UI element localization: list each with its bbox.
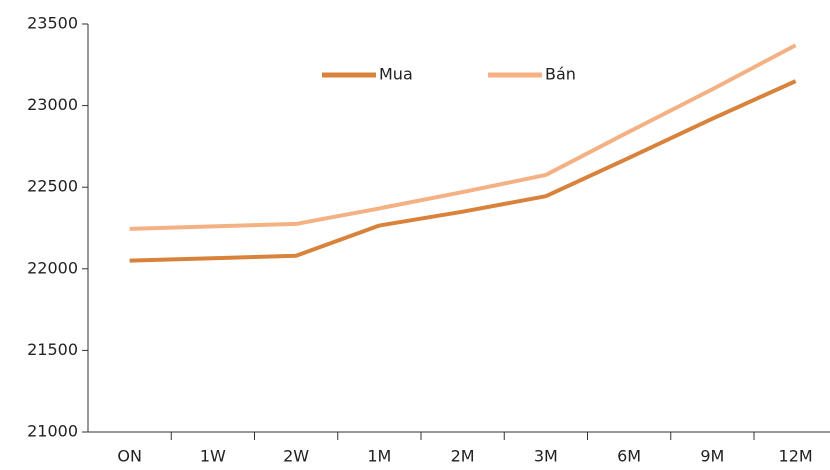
x-tick-label: ON [117, 447, 142, 466]
x-tick-label: 3M [534, 447, 558, 466]
y-tick-label: 23500 [27, 14, 78, 33]
x-tick-label: 2W [283, 447, 309, 466]
y-tick-label: 22500 [27, 177, 78, 196]
legend-label: Mua [379, 65, 413, 84]
legend-label: Bán [545, 65, 576, 84]
x-tick-label: 2M [451, 447, 475, 466]
x-tick-label: 1M [367, 447, 391, 466]
series-line [129, 43, 797, 231]
y-tick-label: 21000 [27, 422, 78, 441]
x-tick-label: 12M [779, 447, 813, 466]
y-tick-label: 22000 [27, 258, 78, 277]
series-line [129, 79, 797, 263]
x-tick-label: 9M [700, 447, 724, 466]
y-tick-label: 23000 [27, 95, 78, 114]
x-tick-label: 6M [617, 447, 641, 466]
y-tick-label: 21500 [27, 340, 78, 359]
x-tick-label: 1W [200, 447, 226, 466]
